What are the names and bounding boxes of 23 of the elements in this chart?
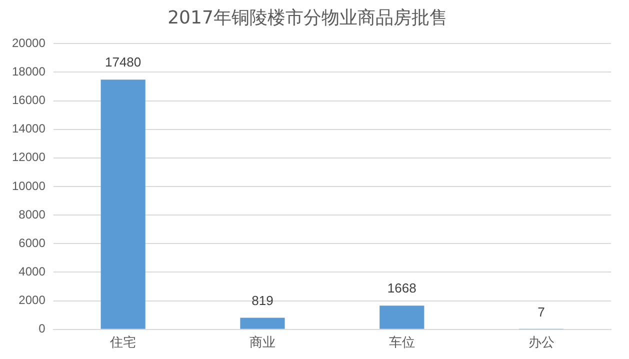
bar: [380, 306, 424, 329]
bar: [100, 80, 146, 329]
y-tick-label: 14000: [12, 122, 46, 136]
bar: [240, 318, 285, 329]
data-label: 1668: [387, 280, 416, 296]
x-tick-label: 商业: [249, 336, 276, 351]
y-tick-label: 8000: [18, 207, 46, 222]
y-tick-label: 16000: [12, 93, 46, 108]
y-tick-label: 18000: [12, 64, 46, 78]
y-tick-label: 12000: [12, 150, 46, 164]
data-label: 819: [252, 292, 274, 308]
y-tick-label: 20000: [12, 36, 46, 50]
y-tick-label: 2000: [18, 293, 46, 308]
y-tick-label: 10000: [12, 178, 46, 193]
x-tick-label: 车位: [388, 336, 415, 351]
y-tick-label: 0: [38, 322, 46, 336]
y-tick-label: 6000: [18, 236, 46, 250]
y-tick-label: 4000: [18, 264, 46, 279]
x-tick-label: 办公: [528, 336, 554, 351]
chart-title: 2017年铜陵楼市分物业商品房批售: [168, 7, 448, 28]
data-label: 17480: [104, 54, 142, 70]
x-tick-label: 住宅: [109, 334, 136, 351]
data-label: 7: [538, 304, 545, 320]
